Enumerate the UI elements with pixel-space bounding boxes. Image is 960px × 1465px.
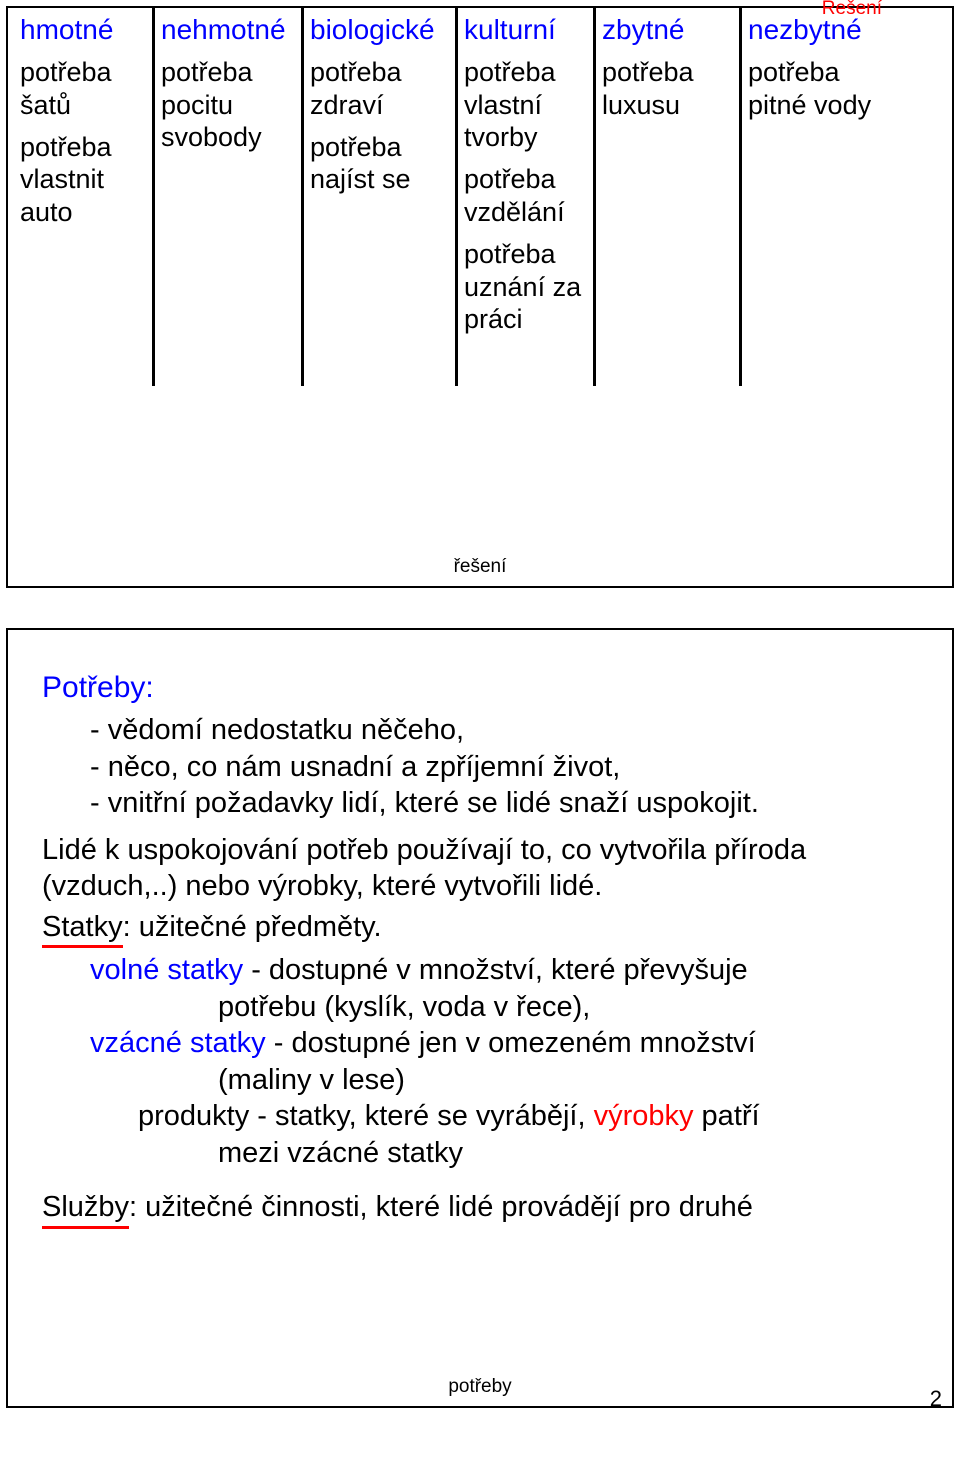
column-item: potřeba šatů — [20, 56, 146, 121]
column-item: potřeba vlastní tvorby — [464, 56, 587, 153]
column-item: potřeba vzdělání — [464, 163, 587, 228]
solution-panel: Řešení hmotnépotřeba šatůpotřeba vlastni… — [6, 6, 954, 588]
para1-line2: (vzduch,..) nebo výrobky, které vytvořil… — [42, 868, 918, 905]
table-column: nehmotné potřeba pocitu svobody — [155, 8, 304, 386]
needs-footer-label: potřeby — [448, 1376, 511, 1398]
table-column: zbytné potřeba luxusu — [596, 8, 742, 386]
sluzby-rest: : užitečné činnosti, které lidé prováděj… — [129, 1191, 753, 1223]
table-column: biologické potřeba zdraví potřeba najíst s… — [304, 8, 458, 386]
volne-line2: potřebu (kyslík, voda v řece), — [42, 989, 918, 1026]
vzacne-line2: (maliny v lese) — [42, 1062, 918, 1099]
vzacne-rest1: - dostupné jen v omezeném množství — [266, 1027, 756, 1059]
column-header: hmotné — [20, 14, 146, 46]
produkty-line1: produkty - statky, které se vyrábějí, vý… — [42, 1098, 918, 1135]
para1-line1: Lidé k uspokojování potřeb používají to,… — [42, 832, 918, 869]
produkty-red: výrobky — [594, 1100, 694, 1132]
statky-label: Statky — [42, 909, 123, 949]
column-item: potřeba luxusu — [602, 56, 733, 121]
statky-rest: : užitečné předměty. — [123, 911, 382, 943]
needs-heading: Potřeby: — [42, 670, 918, 706]
vzacne-label: vzácné statky — [90, 1027, 266, 1059]
needs-panel: Potřeby: - vědomí nedostatku něčeho, - n… — [6, 628, 954, 1408]
sluzby-line: Služby: užitečné činnosti, které lidé pr… — [42, 1189, 918, 1229]
solution-footer-label: řešení — [454, 556, 507, 578]
column-header: nehmotné — [161, 14, 295, 46]
column-header: zbytné — [602, 14, 733, 46]
produkty-line2: mezi vzácné statky — [42, 1135, 918, 1172]
column-header: kulturní — [464, 14, 587, 46]
volne-label: volné statky — [90, 954, 243, 986]
column-item: potřeba pocitu svobody — [161, 56, 295, 153]
column-item: potřeba najíst se — [310, 131, 449, 196]
column-item: potřeba pitné vody — [748, 56, 886, 121]
page-number: 2 — [930, 1386, 942, 1412]
page: Řešení hmotnépotřeba šatůpotřeba vlastni… — [0, 6, 960, 1408]
categories-table: hmotnépotřeba šatůpotřeba vlastnit auton… — [8, 8, 952, 386]
solution-tag: Řešení — [822, 0, 882, 20]
volne-line1: volné statky - dostupné v množství, kter… — [42, 952, 918, 989]
needs-bullet: - vnitřní požadavky lidí, které se lidé … — [42, 785, 918, 822]
table-column: kulturní potřeba vlastní tvorby potřeba vz… — [458, 8, 596, 386]
needs-bullet: - vědomí nedostatku něčeho, — [42, 712, 918, 749]
table-column: hmotné potřeba šatů potřeba vlastnit auto — [14, 8, 155, 386]
statky-line: Statky: užitečné předměty. — [42, 909, 918, 949]
sluzby-label: Služby — [42, 1189, 129, 1229]
produkty-a: produkty - statky, které se vyrábějí, — [138, 1100, 594, 1132]
column-item: potřeba zdraví — [310, 56, 449, 121]
produkty-b: patří — [694, 1100, 760, 1132]
column-item: potřeba vlastnit auto — [20, 131, 146, 228]
column-header: biologické — [310, 14, 449, 46]
vzacne-line1: vzácné statky - dostupné jen v omezeném … — [42, 1025, 918, 1062]
needs-bullet: - něco, co nám usnadní a zpříjemní život… — [42, 749, 918, 786]
volne-rest1: - dostupné v množství, které převyšuje — [243, 954, 748, 986]
table-column: nezbytnépotřeba pitné vody — [742, 8, 892, 386]
column-item: potřeba uznání za práci — [464, 238, 587, 335]
